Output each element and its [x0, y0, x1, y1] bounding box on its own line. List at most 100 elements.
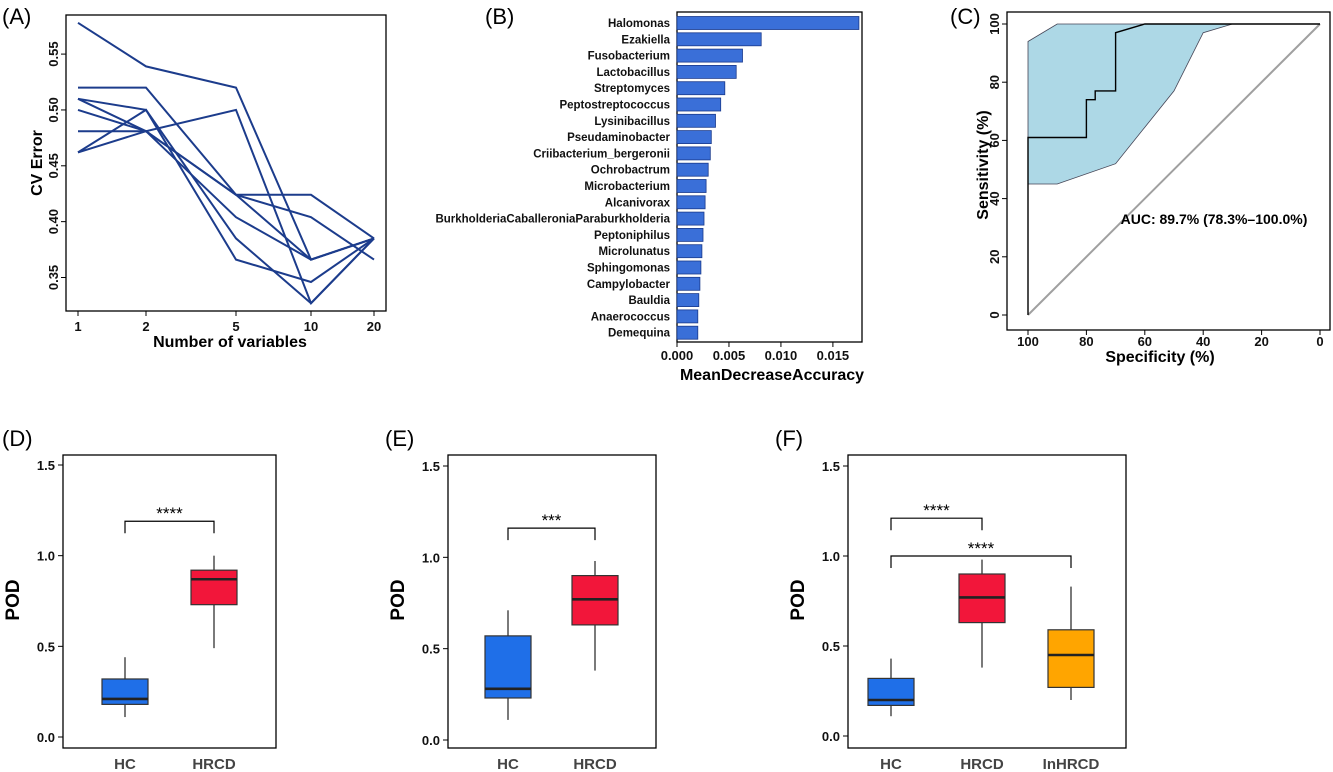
y-tick-label: 1.0	[822, 549, 840, 564]
y-tick-label: 80	[987, 75, 1002, 89]
x-tick-label: 60	[1138, 334, 1152, 349]
x-tick-label: 0.015	[817, 348, 850, 363]
y-axis-title: Sensitivity (%)	[975, 110, 992, 219]
y-tick-label: 100	[987, 13, 1002, 35]
confidence-band	[1027, 23, 1320, 185]
y-tick-label: 0.35	[46, 265, 61, 290]
category-label: Lactobacillus	[597, 67, 671, 79]
y-tick-label: 1.5	[37, 458, 55, 473]
category-label: Ochrobactrum	[591, 165, 670, 177]
x-category-label: HC	[880, 756, 902, 772]
x-category-label: HRCD	[960, 756, 1003, 772]
x-category-label: HC	[497, 756, 519, 772]
importance-bar	[676, 113, 716, 128]
importance-bar	[676, 16, 860, 30]
cv-error-line	[78, 86, 375, 240]
significance-bracket	[507, 527, 596, 541]
y-tick-label: 1.5	[822, 459, 840, 474]
y-tick-label: 0.40	[46, 209, 61, 234]
auc-annotation: AUC: 89.7% (78.3%–100.0%)	[1121, 211, 1308, 227]
box	[101, 678, 149, 705]
significance-label: ****	[968, 539, 995, 558]
importance-bar	[676, 309, 699, 324]
cv-error-line	[77, 97, 375, 284]
importance-bar	[676, 130, 712, 145]
x-tick-label: 0.010	[765, 348, 798, 363]
panel-label: (B)	[485, 4, 514, 29]
y-tick-label: 40	[987, 191, 1002, 205]
y-axis-title: CV Error	[29, 130, 46, 196]
box	[867, 677, 915, 707]
importance-bar	[676, 325, 699, 340]
plot-frame	[447, 454, 657, 749]
category-label: Streptomyces	[594, 83, 670, 95]
y-tick-label: 0.0	[822, 729, 840, 744]
y-tick-label: 0	[987, 311, 1002, 318]
panel-label: (F)	[775, 426, 803, 451]
category-label: Alcanivorax	[605, 197, 671, 209]
importance-bar	[676, 260, 702, 275]
chance-diagonal	[1027, 23, 1321, 316]
plot-frame	[676, 11, 863, 343]
y-axis-title: POD	[3, 579, 24, 620]
y-tick-label: 0.5	[422, 642, 440, 657]
y-tick-label: 0.55	[46, 41, 61, 66]
category-label: Anaerococcus	[591, 311, 670, 323]
y-tick-label: 0.5	[37, 639, 55, 654]
x-tick-label: 0.005	[713, 348, 746, 363]
y-tick-label: 20	[987, 250, 1002, 264]
x-tick-label: 5	[232, 319, 239, 334]
importance-bar	[676, 244, 703, 259]
importance-bar	[676, 195, 706, 210]
panel-label: (A)	[2, 4, 31, 29]
y-tick-label: 0.0	[422, 733, 440, 748]
importance-bar	[676, 48, 743, 63]
importance-bar	[676, 179, 707, 193]
x-tick-label: 0.000	[661, 348, 694, 363]
x-category-label: HRCD	[192, 756, 235, 772]
y-tick-label: 0.50	[46, 97, 61, 122]
box	[1047, 629, 1095, 688]
x-tick-label: 0	[1316, 334, 1323, 349]
importance-bar	[676, 211, 705, 226]
x-axis-title: Number of variables	[153, 334, 307, 351]
category-label: Demequina	[608, 328, 671, 340]
cv-error-line	[77, 108, 375, 261]
plot-frame	[65, 14, 387, 312]
x-tick-label: 40	[1196, 334, 1210, 349]
x-tick-label: 10	[304, 319, 318, 334]
y-axis-title: POD	[788, 579, 809, 620]
category-label: Ezakiella	[621, 34, 670, 46]
category-label: Lysinibacillus	[594, 116, 670, 128]
importance-bar	[676, 65, 737, 79]
panel-label: (E)	[385, 426, 414, 451]
importance-bar	[676, 146, 711, 161]
y-tick-label: 60	[987, 133, 1002, 147]
y-tick-label: 1.0	[422, 550, 440, 565]
category-label: BurkholderiaCaballeroniaParaburkholderia	[435, 214, 670, 226]
significance-bracket	[890, 517, 983, 531]
x-tick-label: 20	[367, 319, 381, 334]
category-label: Pseudaminobacter	[567, 132, 670, 144]
cv-error-line	[78, 130, 375, 261]
cv-error-line	[77, 108, 375, 305]
importance-bar	[676, 276, 701, 291]
x-category-label: HRCD	[573, 756, 616, 772]
significance-label: ****	[923, 501, 950, 520]
category-label: Sphingomonas	[587, 263, 670, 275]
significance-bracket	[890, 555, 1072, 568]
x-tick-label: 20	[1254, 334, 1268, 349]
x-tick-label: 80	[1079, 334, 1093, 349]
box	[190, 569, 238, 606]
x-category-label: HC	[114, 756, 136, 772]
importance-bar	[676, 227, 704, 242]
y-tick-label: 0.45	[46, 153, 61, 178]
x-tick-label: 100	[1017, 334, 1039, 349]
y-tick-label: 0.0	[37, 730, 55, 745]
importance-bar	[676, 293, 700, 308]
y-axis-title: POD	[388, 579, 409, 620]
x-tick-label: 1	[74, 319, 81, 334]
y-tick-label: 1.5	[422, 459, 440, 474]
significance-label: ***	[542, 511, 562, 530]
plot-frame	[1006, 11, 1331, 331]
